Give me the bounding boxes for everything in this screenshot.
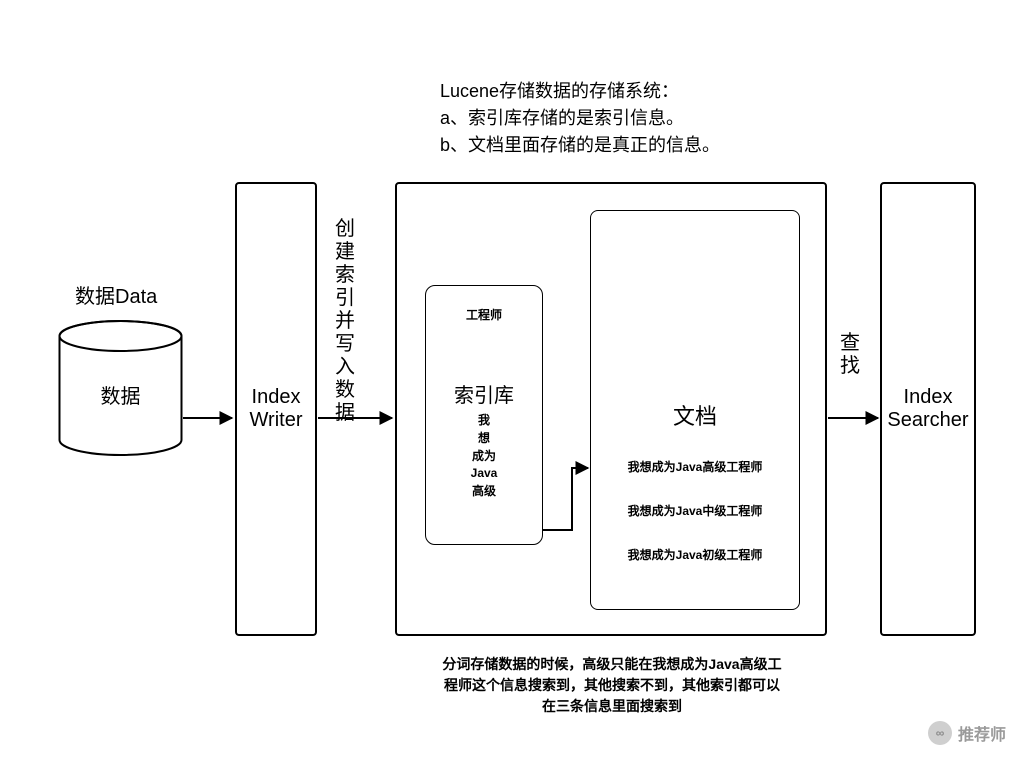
f1: 找 (840, 355, 860, 378)
header-line3: b、文档里面存储的是真正的信息。 (440, 132, 720, 159)
doc1: 我想成为Java中级工程师 (628, 505, 763, 519)
c5: 写 (335, 333, 355, 356)
f0: 查 (840, 332, 860, 355)
docs-items: 我想成为Java高级工程师 我想成为Java中级工程师 我想成为Java初级工程… (591, 461, 799, 562)
doc2: 我想成为Java初级工程师 (628, 549, 763, 563)
data-title: 数据Data (75, 280, 157, 309)
index-searcher-label-1: Index (904, 386, 953, 409)
index-writer-box: Index Writer (235, 182, 317, 636)
docs-title: 文档 (591, 399, 799, 431)
c0: 创 (335, 218, 355, 241)
arrow-create-label: 创 建 索 引 并 写 入 数 据 (335, 218, 355, 425)
c2: 索 (335, 264, 355, 287)
index-searcher-box: Index Searcher (880, 182, 976, 636)
index-top-token: 工程师 (426, 306, 542, 323)
c3: 引 (335, 287, 355, 310)
tok4: 高级 (472, 485, 496, 499)
header-line1: Lucene存储数据的存储系统： (440, 78, 720, 105)
index-tokens: 我 想 成为 Java 高级 (426, 414, 542, 499)
c4: 并 (335, 310, 355, 333)
c8: 据 (335, 402, 355, 425)
index-lib-box: 工程师 索引库 我 想 成为 Java 高级 (425, 285, 543, 545)
footer-l1: 分词存储数据的时候，高级只能在我想成为Java高级工 (412, 654, 812, 675)
arrow-find-label: 查 找 (840, 332, 860, 378)
doc0: 我想成为Java高级工程师 (628, 461, 763, 475)
footer-note: 分词存储数据的时候，高级只能在我想成为Java高级工 程师这个信息搜索到，其他搜… (412, 654, 812, 717)
header-text: Lucene存储数据的存储系统： a、索引库存储的是索引信息。 b、文档里面存储… (440, 78, 720, 159)
wechat-icon: ∞ (928, 721, 952, 745)
tok3: Java (471, 467, 498, 481)
docs-box: 文档 我想成为Java高级工程师 我想成为Java中级工程师 我想成为Java初… (590, 210, 800, 610)
watermark-text: 推荐师 (958, 721, 1006, 745)
index-writer-label-2: Writer (250, 409, 303, 432)
tok1: 想 (478, 432, 490, 446)
index-lib-title: 索引库 (426, 379, 542, 408)
index-searcher-label-2: Searcher (887, 409, 968, 432)
watermark: ∞ 推荐师 (928, 721, 1006, 745)
c6: 入 (335, 356, 355, 379)
c1: 建 (335, 241, 355, 264)
footer-l3: 在三条信息里面搜索到 (412, 696, 812, 717)
tok2: 成为 (472, 450, 496, 464)
header-line2: a、索引库存储的是索引信息。 (440, 105, 720, 132)
c7: 数 (335, 379, 355, 402)
tok0: 我 (478, 414, 490, 428)
footer-l2: 程师这个信息搜索到，其他搜索不到，其他索引都可以 (412, 675, 812, 696)
index-writer-label-1: Index (252, 386, 301, 409)
data-cylinder-label: 数据 (58, 380, 183, 409)
